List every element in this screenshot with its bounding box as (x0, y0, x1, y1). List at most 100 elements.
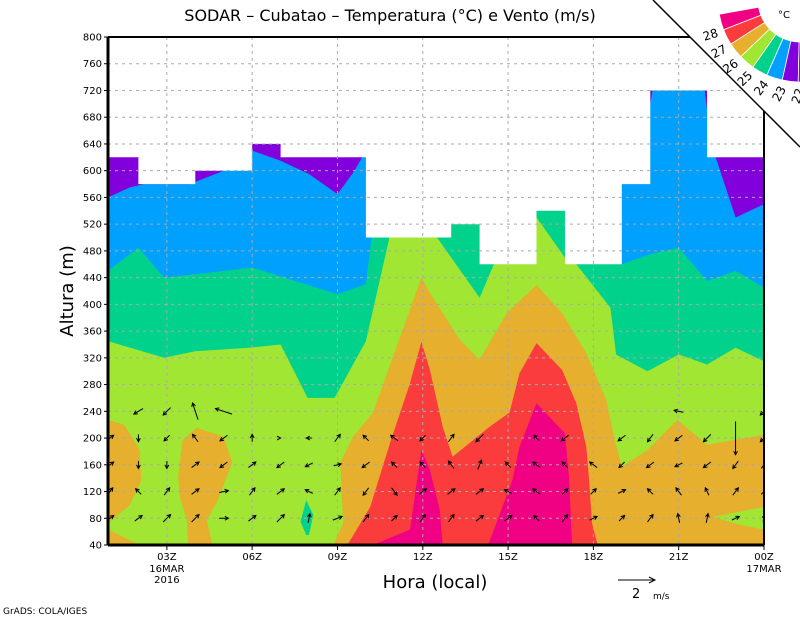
wind-arrow-shaft (134, 515, 143, 522)
wind-arrow (504, 514, 513, 522)
wind-arrow-shaft (475, 433, 484, 443)
wind-arrow-shaft (163, 434, 170, 442)
wind-arrow-shaft (362, 514, 370, 523)
wind-arrow-head (479, 514, 485, 520)
wind-arrow (702, 433, 712, 443)
wind-arrow-shaft (248, 515, 257, 522)
wind-arrow (219, 461, 228, 469)
wind-arrow (362, 513, 370, 523)
wind-arrow (419, 434, 426, 442)
wind-arrow-head (504, 461, 510, 466)
wind-arrow-head (191, 433, 197, 439)
missing-data-mask (108, 37, 764, 265)
wind-arrow (108, 461, 115, 467)
wind-arrow (307, 512, 312, 523)
wind-arrow-head (390, 461, 396, 466)
wind-arrow-head (162, 411, 168, 416)
wind-arrow (561, 461, 569, 468)
wind-arrow-head (674, 436, 680, 442)
wind-arrow-shaft (590, 488, 597, 495)
wind-arrow (334, 433, 341, 443)
wind-arrow (391, 487, 398, 497)
wind-arrow-head (280, 488, 286, 493)
wind-arrow-shaft (276, 514, 285, 523)
wind-arrow-head (109, 434, 115, 440)
y-tick-label: 440 (83, 273, 102, 284)
wind-arrow (503, 489, 513, 494)
wind-arrow-shaft (759, 410, 764, 416)
band-26-27 (108, 529, 140, 545)
wind-arrow (645, 461, 655, 469)
wind-arrow-head (338, 515, 344, 520)
wind-arrow-head (163, 436, 169, 442)
y-tick-label: 80 (89, 514, 102, 525)
wind-arrow-shaft (334, 434, 341, 443)
wind-arrow-shaft (391, 515, 398, 522)
wind-arrow-head (646, 437, 652, 443)
wind-arrow-head (646, 488, 652, 493)
wind-arrow-head (702, 463, 708, 469)
wind-arrow (704, 486, 710, 496)
band-26-27 (108, 420, 142, 522)
wind-arrow-shaft (504, 515, 513, 522)
wind-arrow-shaft (704, 487, 710, 496)
wind-arrow-head (305, 435, 311, 441)
y-axis-label: Altura (m) (57, 245, 78, 337)
wind-arrow (164, 461, 170, 470)
wind-arrow (732, 460, 739, 470)
wind-arrow (163, 486, 171, 496)
y-tick-label: 200 (83, 434, 102, 445)
wind-arrow-head (194, 488, 200, 493)
band-24-25-patch (300, 500, 314, 535)
wind-arrow (733, 421, 738, 456)
wind-arrow-head (704, 486, 709, 492)
wind-arrow-head (419, 436, 424, 442)
wind-arrow-shaft (561, 514, 569, 523)
wind-arrow-head (164, 464, 170, 470)
wind-arrow-head (337, 462, 343, 467)
wind-arrow-shaft (191, 488, 200, 495)
wind-arrow-shaft (362, 434, 370, 442)
wind-arrow (390, 461, 398, 468)
wind-arrow-shaft (475, 488, 484, 495)
wind-arrow-head (108, 486, 114, 492)
wind-arrow-head (251, 514, 257, 520)
y-tick-label: 640 (83, 139, 102, 150)
wind-arrow-shaft (475, 515, 484, 522)
wind-arrow (760, 461, 764, 469)
wind-arrow-head (561, 461, 567, 466)
x-tick-label: 09Z (328, 552, 348, 563)
wind-arrow (561, 488, 569, 495)
wind-arrow-shaft (674, 434, 683, 442)
wind-arrow-head (419, 461, 424, 466)
wind-arrow (676, 512, 681, 523)
wind-arrow-head (450, 433, 455, 439)
y-tick-label: 760 (83, 59, 102, 70)
wind-arrow (588, 461, 598, 468)
wind-arrow-head (673, 408, 679, 414)
wind-arrow-head (732, 464, 737, 470)
wind-arrow (276, 513, 286, 523)
wind-arrow-head (450, 513, 455, 519)
wind-arrow-head (304, 489, 310, 494)
wind-arrow-head (393, 514, 398, 520)
wind-arrow (477, 459, 483, 470)
wind-arrow-shaft (448, 514, 455, 523)
wind-arrow (674, 462, 683, 468)
wind-arrow-shaft (361, 461, 370, 468)
wind-arrow-head (645, 463, 651, 469)
wind-arrow-shaft (703, 461, 712, 468)
wind-arrow-shaft (276, 461, 285, 468)
wind-arrow-head (219, 463, 225, 469)
wind-arrow-head (618, 463, 624, 469)
footer-credit: GrADS: COLA/IGES (3, 607, 87, 617)
x-tick-label: 12Z (413, 552, 433, 563)
wind-arrow-head (588, 461, 594, 466)
wind-arrow (332, 515, 344, 521)
wind-arrow-head (249, 433, 255, 439)
wind-arrow (533, 434, 540, 442)
wind-arrow-shaft (674, 462, 683, 468)
wind-arrow (248, 461, 257, 468)
